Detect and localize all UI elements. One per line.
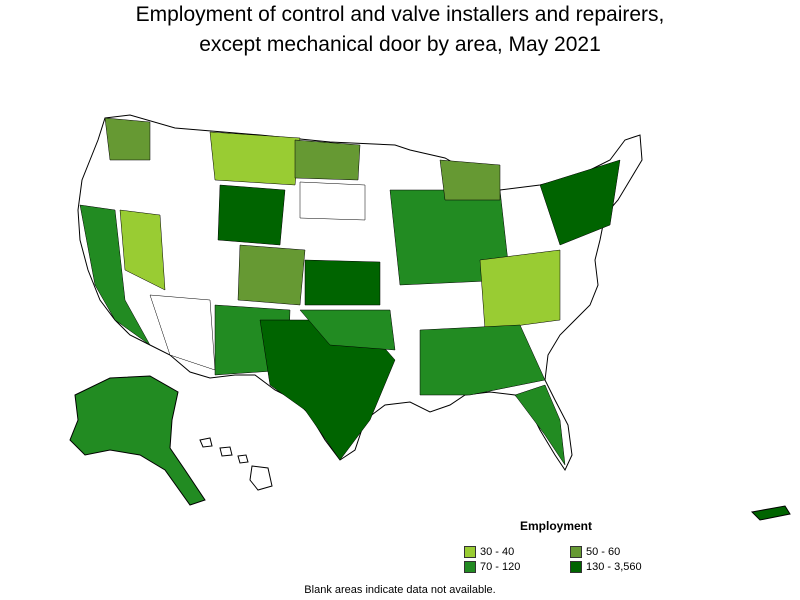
legend-swatch — [570, 561, 582, 573]
region-florida — [514, 384, 566, 466]
region-montana — [209, 131, 301, 186]
alaska-shape — [69, 375, 206, 506]
region-kansas — [304, 259, 381, 306]
region-colorado — [237, 244, 306, 306]
data-availability-note: Blank areas indicate data not available. — [304, 584, 496, 596]
legend-item-30-40: 30 - 40 — [464, 546, 514, 558]
legend-item-130-3560: 130 - 3,560 — [570, 561, 642, 573]
title-line-2: except mechanical door by area, May 2021 — [199, 33, 601, 56]
region-northeast — [539, 159, 621, 246]
region-wyoming — [217, 184, 286, 246]
region-oklahoma — [299, 309, 396, 351]
legend-label: 30 - 40 — [480, 546, 515, 558]
legend-label: 70 - 120 — [480, 561, 521, 573]
legend-item-50-60: 50 - 60 — [570, 546, 620, 558]
title-line-1: Employment of control and valve installe… — [135, 3, 665, 26]
region-appalachia — [479, 249, 561, 331]
area-regions — [79, 117, 621, 466]
legend-label: 130 - 3,560 — [586, 561, 642, 573]
region-nevada — [119, 209, 166, 291]
hawaii-shape — [199, 437, 273, 491]
region-great-lakes — [439, 159, 501, 201]
region-california — [79, 204, 151, 346]
legend-title: Employment — [520, 519, 593, 533]
legend-swatch — [464, 546, 476, 558]
legend-label: 50 - 60 — [586, 546, 621, 558]
region-washington — [104, 117, 151, 161]
legend-swatch — [464, 561, 476, 573]
legend-swatch — [570, 546, 582, 558]
puerto-rico-shape — [750, 505, 791, 521]
legend-item-70-120: 70 - 120 — [464, 561, 520, 573]
region-southeast — [419, 324, 546, 396]
map-title: Employment of control and valve installe… — [0, 0, 800, 60]
us-map — [69, 114, 791, 521]
region-south-dakota — [299, 181, 366, 221]
region-north-dakota — [294, 139, 361, 181]
